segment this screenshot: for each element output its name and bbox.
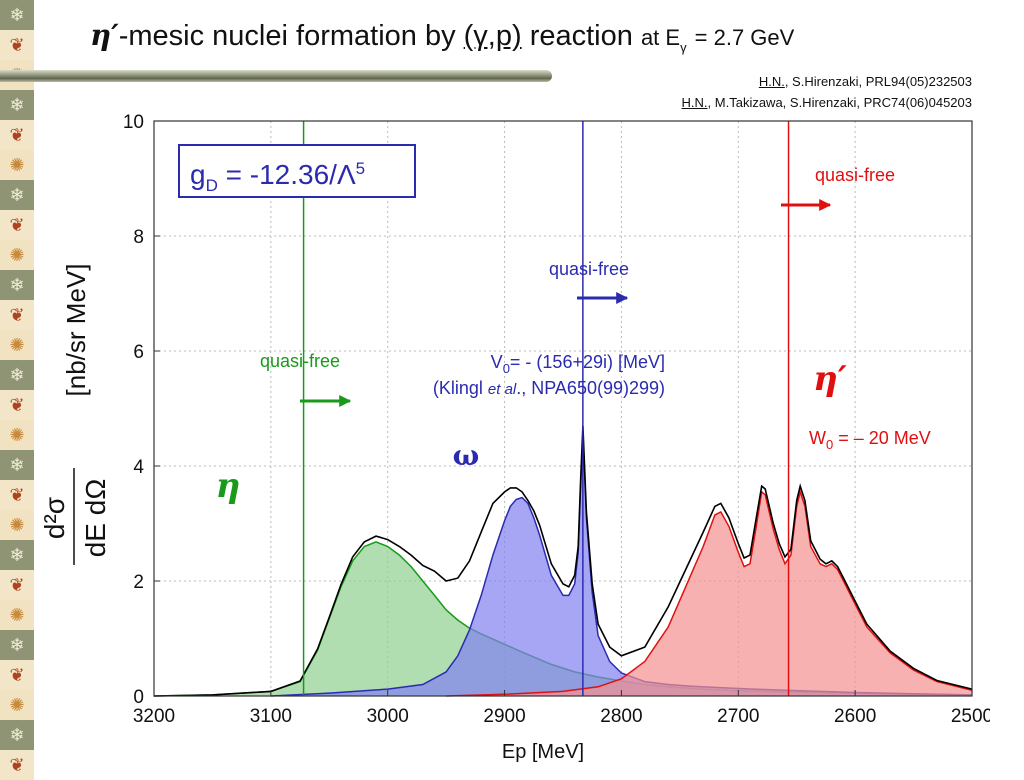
y-tick-label: 0 xyxy=(133,687,144,708)
quasi-free-omega-label: quasi-free xyxy=(549,259,629,279)
leaf-icon: ❦ xyxy=(0,570,34,600)
snowflake-icon: ❄ xyxy=(0,90,34,120)
x-tick-label: 3200 xyxy=(133,706,175,727)
coupling-box xyxy=(178,144,416,198)
x-tick-label: 2600 xyxy=(834,706,876,727)
snowflake-icon: ❄ xyxy=(0,720,34,750)
y-axis-units: [nb/sr MeV] xyxy=(61,264,91,397)
x-tick-label: 2800 xyxy=(600,706,642,727)
title-reaction-word: reaction xyxy=(529,20,633,52)
omega-reference-label: (Klingl et al., NPA650(99)299) xyxy=(433,378,665,398)
leaf-icon: ❦ xyxy=(0,390,34,420)
reference-2: H.N., M.Takizawa, S.Hirenzaki, PRC74(06)… xyxy=(682,95,972,110)
sun-icon: ✺ xyxy=(0,150,34,180)
reference-1: H.N., S.Hirenzaki, PRL94(05)232503 xyxy=(759,74,972,89)
etaprime-particle-label: η′ xyxy=(813,359,847,399)
leaf-icon: ❦ xyxy=(0,30,34,60)
leaf-icon: ❦ xyxy=(0,210,34,240)
snowflake-icon: ❄ xyxy=(0,180,34,210)
title-energy-sub: γ xyxy=(680,39,687,55)
y-tick-label: 8 xyxy=(133,227,144,248)
quasi-free-etaprime-label: quasi-free xyxy=(815,165,895,185)
reference-2-author: H.N. xyxy=(681,95,708,110)
sun-icon: ✺ xyxy=(0,240,34,270)
y-axis-denominator: dE dΩ xyxy=(80,479,111,558)
sun-icon: ✺ xyxy=(0,510,34,540)
leaf-icon: ❦ xyxy=(0,300,34,330)
snowflake-icon: ❄ xyxy=(0,540,34,570)
title-eta-prime: η′ xyxy=(90,18,119,52)
title-main: -mesic nuclei formation by xyxy=(118,20,456,52)
etaprime-area xyxy=(446,491,973,696)
eta-area xyxy=(154,541,972,696)
etaprime-line xyxy=(446,489,973,697)
omega-particle-label: ω xyxy=(453,439,480,472)
title-energy: at E xyxy=(640,25,681,50)
side-decoration-strip: ❄❦✺❄❦✺❄❦✺❄❦✺❄❦✺❄❦✺❄❦✺❄❦✺❄❦ xyxy=(0,0,34,780)
plot-frame xyxy=(153,120,973,697)
sun-icon: ✺ xyxy=(0,420,34,450)
y-tick-label: 6 xyxy=(133,342,144,363)
x-axis-label: Ep [MeV] xyxy=(502,741,584,763)
sun-icon: ✺ xyxy=(0,330,34,360)
snowflake-icon: ❄ xyxy=(0,630,34,660)
snowflake-icon: ❄ xyxy=(0,360,34,390)
y-tick-label: 2 xyxy=(133,572,144,593)
y-axis-numerator: d²σ xyxy=(39,497,70,539)
eta-particle-label: η xyxy=(216,466,241,506)
snowflake-icon: ❄ xyxy=(0,0,34,30)
y-tick-label: 4 xyxy=(133,457,144,478)
leaf-icon: ❦ xyxy=(0,480,34,510)
quasi-free-eta-label: quasi-free xyxy=(260,351,340,371)
leaf-icon: ❦ xyxy=(0,120,34,150)
leaf-icon: ❦ xyxy=(0,660,34,690)
reference-1-text: , S.Hirenzaki, PRL94(05)232503 xyxy=(784,74,972,89)
x-tick-label: 2500 xyxy=(951,706,990,727)
reference-2-text: , M.Takizawa, S.Hirenzaki, PRC74(06)0452… xyxy=(707,95,972,110)
x-tick-label: 3000 xyxy=(367,706,409,727)
etaprime-width-label: W0 = – 20 MeV xyxy=(809,428,931,452)
spectrum-chart: 3200 3100 3000 2900 2800 2700 2600 2500 0 2 4 6 8 10 E… xyxy=(39,112,990,763)
omega-potential-label: V0= - (156+29i) [MeV] xyxy=(491,352,665,376)
sun-icon: ✺ xyxy=(0,690,34,720)
snowflake-icon: ❄ xyxy=(0,270,34,300)
slide-title: η′-mesic nuclei formation by (γ,p) react… xyxy=(90,18,794,55)
coupling-constant-label: gD = -12.36/Λ5 xyxy=(190,159,365,195)
reference-1-author: H.N. xyxy=(758,74,785,89)
x-tick-label: 2900 xyxy=(483,706,525,727)
x-tick-label: 2700 xyxy=(717,706,759,727)
x-tick-label: 3100 xyxy=(250,706,292,727)
snowflake-icon: ❄ xyxy=(0,450,34,480)
title-energy-value: = 2.7 GeV xyxy=(694,25,795,50)
title-underline-bar xyxy=(0,70,552,82)
sun-icon: ✺ xyxy=(0,600,34,630)
total-line xyxy=(153,425,973,697)
y-tick-label: 10 xyxy=(123,112,144,133)
title-reaction: (γ,p) xyxy=(463,20,522,52)
